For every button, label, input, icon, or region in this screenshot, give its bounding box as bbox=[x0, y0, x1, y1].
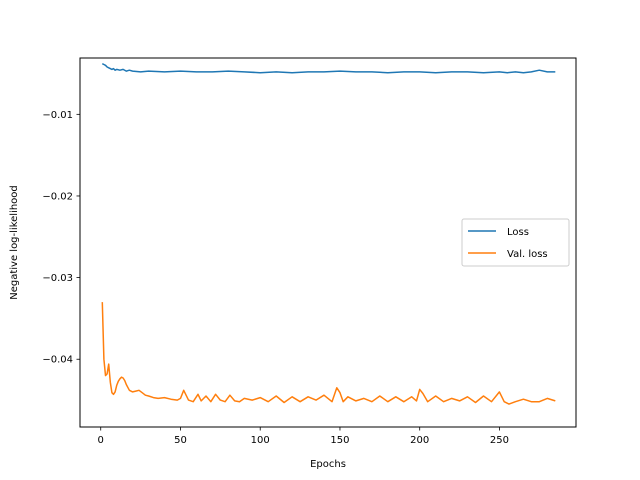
x-tick-label: 150 bbox=[330, 435, 349, 446]
series-line-1 bbox=[101, 302, 556, 405]
y-tick-label: −0.03 bbox=[42, 273, 73, 284]
plot-frame bbox=[79, 57, 577, 428]
series-line-0 bbox=[101, 63, 556, 74]
x-tick-label: 100 bbox=[251, 435, 270, 446]
series-layer bbox=[101, 63, 556, 405]
x-tick-label: 50 bbox=[174, 435, 187, 446]
y-tick-label: −0.04 bbox=[42, 355, 73, 366]
x-tick-label: 200 bbox=[410, 435, 429, 446]
y-axis: −0.01 −0.02 −0.03 −0.04 bbox=[42, 110, 80, 366]
x-tick-label: 0 bbox=[98, 435, 104, 446]
legend-label: Val. loss bbox=[507, 249, 548, 260]
x-tick-label: 250 bbox=[490, 435, 509, 446]
legend: Loss Val. loss bbox=[461, 218, 570, 267]
y-axis-label: Negative log-likelihood bbox=[9, 185, 20, 300]
x-axis-label: Epochs bbox=[310, 459, 346, 470]
y-tick-label: −0.01 bbox=[42, 110, 73, 121]
x-axis: 0 50 100 150 200 250 bbox=[98, 427, 509, 446]
y-tick-label: −0.02 bbox=[42, 191, 73, 202]
legend-label: Loss bbox=[507, 227, 529, 238]
